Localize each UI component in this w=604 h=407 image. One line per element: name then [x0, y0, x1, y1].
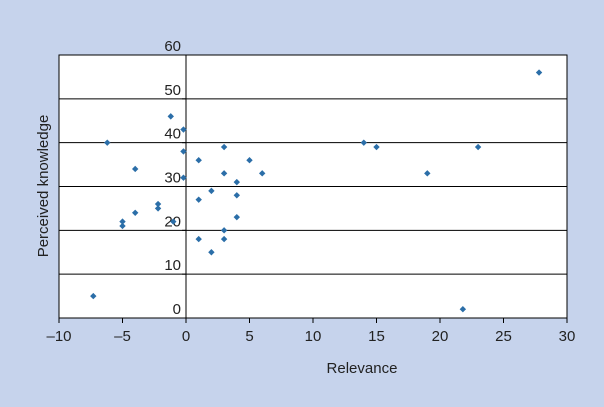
x-tick-label: 25 [495, 328, 512, 345]
y-tick-label: 30 [164, 170, 181, 187]
data-point [459, 306, 467, 313]
data-point [195, 157, 202, 164]
data-point [220, 235, 228, 243]
x-tick-label: 30 [559, 328, 576, 345]
y-tick-label: 10 [164, 257, 181, 274]
x-tick-label: –10 [46, 328, 71, 345]
data-point [220, 170, 228, 177]
x-tick-label: 5 [245, 328, 253, 345]
data-point [180, 174, 187, 181]
data-point [132, 165, 139, 173]
data-point [180, 148, 187, 155]
data-point [220, 143, 228, 151]
data-point [119, 222, 126, 230]
data-points [90, 69, 543, 313]
data-point [154, 200, 162, 208]
data-point [195, 235, 202, 243]
data-point [208, 249, 215, 256]
data-point [259, 170, 266, 177]
x-axis-label: Relevance [327, 360, 398, 377]
x-tick-label: –5 [114, 328, 131, 345]
x-tick-label: 0 [182, 328, 190, 345]
data-point [170, 218, 177, 225]
y-axis-label: Perceived knowledge [35, 115, 52, 258]
data-point [474, 143, 482, 151]
data-point [360, 139, 367, 146]
data-point [208, 187, 215, 195]
y-tick-label: 60 [164, 38, 181, 55]
y-tick-label: 40 [164, 126, 181, 143]
data-point [167, 113, 174, 120]
axes [58, 54, 568, 323]
data-point [104, 139, 111, 146]
data-point [424, 170, 431, 177]
data-point [154, 205, 162, 212]
data-point [233, 192, 240, 199]
x-tick-labels: –10 –5 0 5 10 15 20 25 30 [46, 328, 575, 345]
x-tick-label: 20 [432, 328, 449, 345]
x-tick-label: 15 [368, 328, 385, 345]
gridlines [59, 98, 567, 275]
data-point [220, 227, 228, 234]
y-tick-labels: 0102030405060 [164, 38, 181, 318]
data-point [180, 126, 187, 133]
data-point [195, 196, 202, 203]
data-point [373, 143, 380, 151]
x-tick-label: 10 [305, 328, 322, 345]
data-point [246, 157, 253, 164]
data-point [233, 178, 240, 186]
data-point [233, 213, 240, 221]
y-tick-label: 0 [173, 301, 181, 318]
data-point [119, 218, 126, 225]
data-point [535, 69, 543, 76]
y-tick-label: 50 [164, 82, 181, 99]
data-point [132, 209, 139, 216]
data-point [90, 292, 97, 300]
